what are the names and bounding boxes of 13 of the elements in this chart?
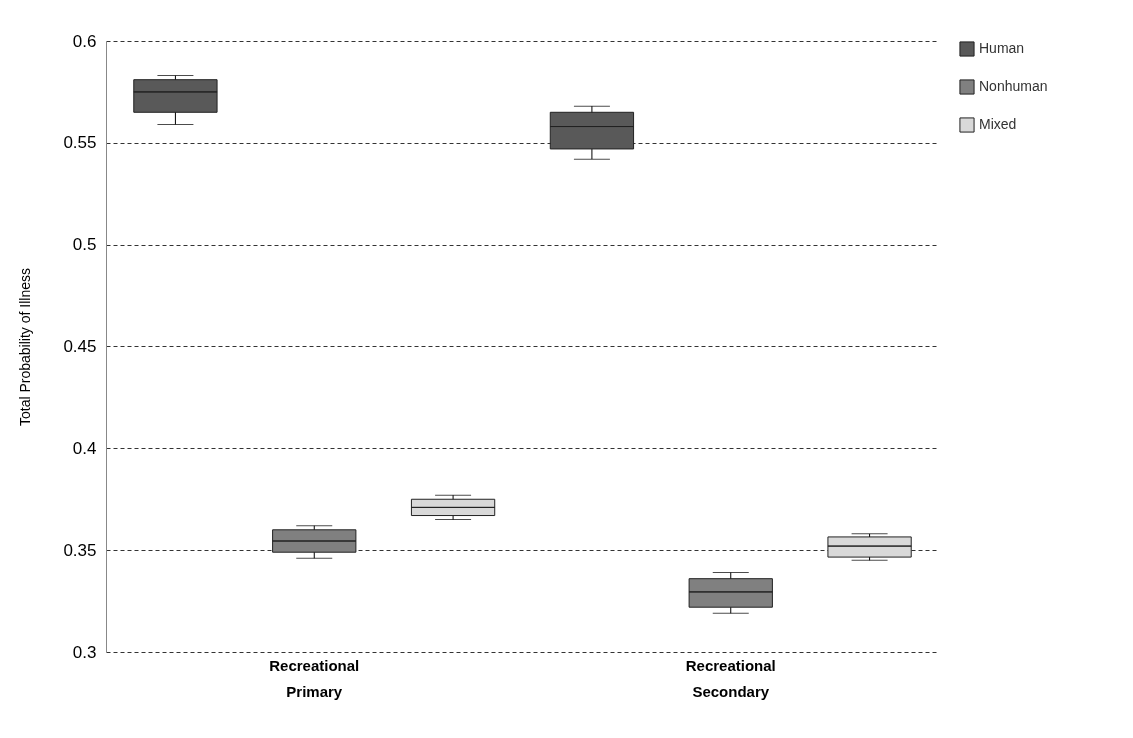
legend-label: Nonhuman: [979, 78, 1048, 94]
y-tick-label: 0.3: [72, 642, 97, 662]
y-tick-label: 0.6: [72, 31, 97, 51]
y-tick-label: 0.5: [72, 235, 97, 255]
legend-label: Human: [979, 40, 1025, 56]
y-tick-label: 0.55: [63, 133, 97, 153]
x-tick-label: Recreational Primary: [269, 656, 360, 700]
y-tick-label: 0.4: [72, 438, 97, 458]
legend-label: Mixed: [979, 116, 1017, 132]
x-tick-label: Recreational Secondary: [685, 656, 776, 700]
y-tick-label: 0.35: [63, 540, 97, 560]
y-tick-label: 0.45: [63, 337, 97, 356]
y-axis-title: Total Probability of Illness: [17, 268, 34, 426]
